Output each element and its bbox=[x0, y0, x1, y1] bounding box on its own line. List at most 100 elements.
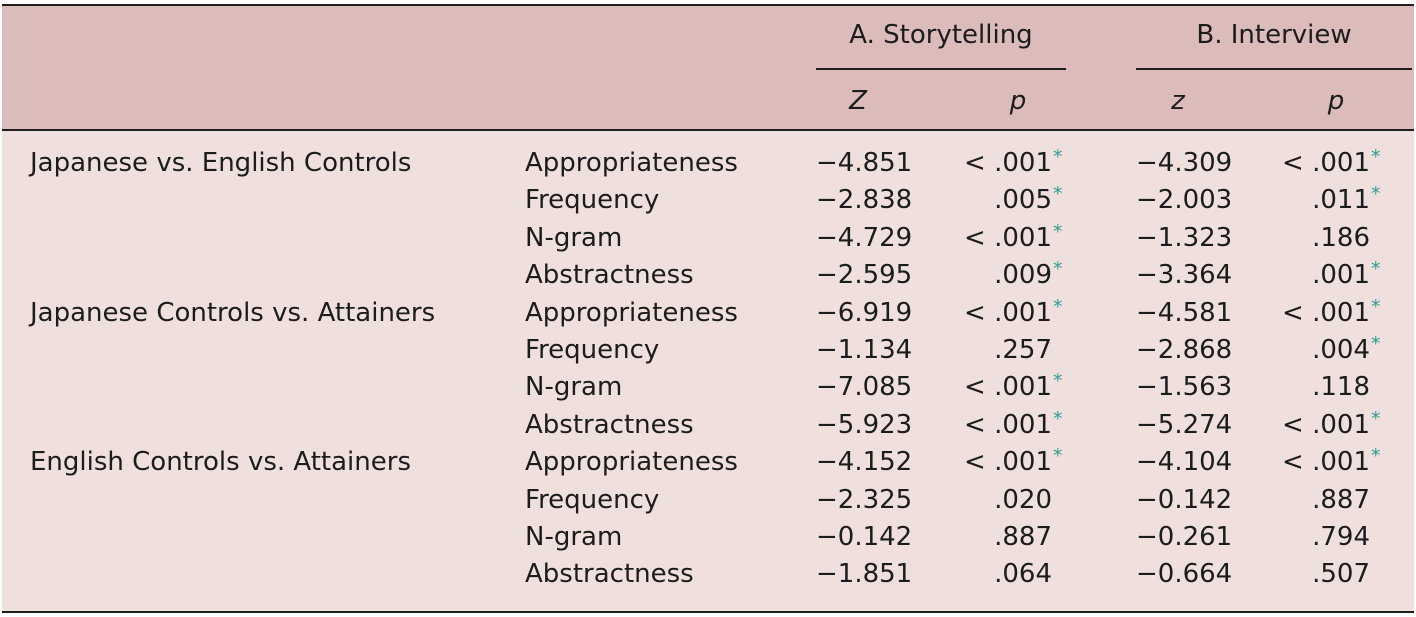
table-row: Abstractness −5.923 < .001 * −5.274 < .001 * bbox=[2, 407, 1414, 444]
interview-z-cell: −4.309 bbox=[1136, 148, 1233, 178]
significance-star: * bbox=[1053, 407, 1063, 430]
interview-p-cell: .887 bbox=[1312, 482, 1370, 519]
p-value: < .001 bbox=[964, 297, 1052, 328]
measure-cell: Frequency bbox=[525, 484, 660, 515]
p-value: < .001 bbox=[964, 372, 1052, 403]
p-value: .011 bbox=[1312, 185, 1370, 216]
p-value: < .001 bbox=[964, 222, 1052, 253]
table-header: A. Storytelling B. Interview Z p z p bbox=[2, 6, 1414, 131]
storytelling-z-cell: −2.838 bbox=[816, 185, 913, 216]
significance-star: * bbox=[1371, 258, 1381, 281]
p-value: .005 bbox=[994, 185, 1052, 216]
significance-star: * bbox=[1053, 295, 1063, 318]
storytelling-p-cell: .887 bbox=[994, 519, 1052, 556]
p-value: .794 bbox=[1312, 522, 1370, 552]
interview-p-cell: .186 bbox=[1312, 220, 1370, 257]
interview-z-cell: −0.261 bbox=[1136, 522, 1233, 552]
group-rule-interview bbox=[1136, 68, 1412, 70]
measure-cell: Appropriateness bbox=[525, 297, 738, 328]
results-table: A. Storytelling B. Interview Z p z p Jap… bbox=[2, 4, 1414, 613]
storytelling-p-cell: .064 bbox=[994, 556, 1052, 593]
p-value: .118 bbox=[1312, 372, 1370, 403]
storytelling-p-cell: .005 * bbox=[994, 182, 1062, 219]
measure-cell: Frequency bbox=[525, 185, 660, 216]
storytelling-p-cell: < .001 * bbox=[964, 295, 1062, 332]
measure-cell: N-gram bbox=[525, 522, 623, 552]
significance-star: * bbox=[1053, 370, 1063, 393]
significance-star: * bbox=[1053, 220, 1063, 243]
interview-z-cell: −1.563 bbox=[1136, 372, 1233, 403]
storytelling-p-cell: .257 bbox=[994, 332, 1052, 369]
interview-z-cell: −4.104 bbox=[1136, 447, 1233, 478]
table-row: N-gram −0.142 .887 −0.261 .794 bbox=[2, 519, 1414, 556]
measure-cell: Frequency bbox=[525, 335, 660, 365]
table-row: Frequency −2.838.005 * −2.003.011 * bbox=[2, 182, 1414, 219]
interview-z-cell: −2.868 bbox=[1136, 335, 1233, 365]
subheader-storytelling-p: p bbox=[1009, 86, 1027, 116]
storytelling-z-cell: −0.142 bbox=[816, 522, 913, 552]
p-value: < .001 bbox=[964, 447, 1052, 478]
storytelling-p-cell: < .001 * bbox=[964, 369, 1062, 406]
p-value: < .001 bbox=[1282, 447, 1370, 478]
storytelling-z-cell: −4.851 bbox=[816, 148, 913, 178]
table-row: Japanese Controls vs. Attainers Appropria… bbox=[2, 295, 1414, 332]
storytelling-z-cell: −2.595 bbox=[816, 260, 913, 291]
storytelling-p-cell: < .001 * bbox=[964, 145, 1062, 182]
significance-star: * bbox=[1371, 333, 1381, 355]
table-row: English Controls vs. Attainers Appropriat… bbox=[2, 444, 1414, 481]
p-value: .004 bbox=[1312, 335, 1370, 365]
p-value: .001 bbox=[1312, 260, 1370, 291]
interview-z-cell: −2.003 bbox=[1136, 185, 1233, 216]
p-value: .186 bbox=[1312, 222, 1370, 253]
measure-cell: Abstractness bbox=[525, 260, 694, 291]
comparison-cell: English Controls vs. Attainers bbox=[30, 447, 411, 478]
interview-p-cell: .507 bbox=[1312, 556, 1370, 593]
significance-star: * bbox=[1053, 258, 1063, 281]
table-row: N-gram −7.085 < .001 * −1.563 .118 bbox=[2, 369, 1414, 406]
measure-cell: N-gram bbox=[525, 372, 623, 403]
storytelling-p-cell: .020 bbox=[994, 482, 1052, 519]
group-header-storytelling: A. Storytelling bbox=[849, 20, 1033, 50]
interview-p-cell: .011 * bbox=[1312, 182, 1380, 219]
significance-star: * bbox=[1371, 445, 1381, 468]
p-value: < .001 bbox=[964, 148, 1052, 178]
p-value: .887 bbox=[1312, 484, 1370, 515]
significance-star: * bbox=[1371, 407, 1381, 430]
interview-p-cell: < .001 * bbox=[1282, 295, 1380, 332]
interview-p-cell: < .001 * bbox=[1282, 145, 1380, 182]
table-row: N-gram −4.729 < .001 * −1.323 .186 bbox=[2, 220, 1414, 257]
table-row: Frequency −1.134 .257 −2.868 .004 * bbox=[2, 332, 1414, 369]
table-row: Abstractness −1.851 .064 −0.664 .507 bbox=[2, 556, 1414, 593]
comparison-cell: Japanese vs. English Controls bbox=[30, 148, 412, 178]
interview-z-cell: −0.664 bbox=[1136, 559, 1233, 590]
table-row: Frequency −2.325 .020 −0.142 .887 bbox=[2, 482, 1414, 519]
p-value: .257 bbox=[994, 335, 1052, 365]
interview-p-cell: < .001 * bbox=[1282, 407, 1380, 444]
interview-p-cell: .004 * bbox=[1312, 332, 1380, 369]
storytelling-z-cell: −1.134 bbox=[816, 335, 913, 365]
significance-star: * bbox=[1053, 146, 1063, 168]
storytelling-p-cell: .009 * bbox=[994, 257, 1062, 294]
p-value: .887 bbox=[994, 522, 1052, 552]
interview-p-cell: .794 bbox=[1312, 519, 1370, 556]
comparison-cell: Japanese Controls vs. Attainers bbox=[30, 297, 436, 328]
p-value: .064 bbox=[994, 559, 1052, 590]
p-value: < .001 bbox=[1282, 409, 1370, 440]
storytelling-z-cell: −4.729 bbox=[816, 222, 913, 253]
table-row: Abstractness −2.595.009 * −3.364.001 * bbox=[2, 257, 1414, 294]
measure-cell: Abstractness bbox=[525, 409, 694, 440]
group-header-interview: B. Interview bbox=[1196, 20, 1352, 50]
storytelling-z-cell: −5.923 bbox=[816, 409, 913, 440]
interview-p-cell: .118 bbox=[1312, 369, 1370, 406]
interview-z-cell: −3.364 bbox=[1136, 260, 1233, 291]
p-value: < .001 bbox=[1282, 297, 1370, 328]
interview-z-cell: −5.274 bbox=[1136, 409, 1233, 440]
interview-z-cell: −4.581 bbox=[1136, 297, 1233, 328]
interview-z-cell: −0.142 bbox=[1136, 484, 1233, 515]
significance-star: * bbox=[1371, 183, 1381, 206]
storytelling-p-cell: < .001 * bbox=[964, 220, 1062, 257]
interview-z-cell: −1.323 bbox=[1136, 222, 1233, 253]
storytelling-z-cell: −7.085 bbox=[816, 372, 913, 403]
measure-cell: N-gram bbox=[525, 222, 623, 253]
p-value: .507 bbox=[1312, 559, 1370, 590]
